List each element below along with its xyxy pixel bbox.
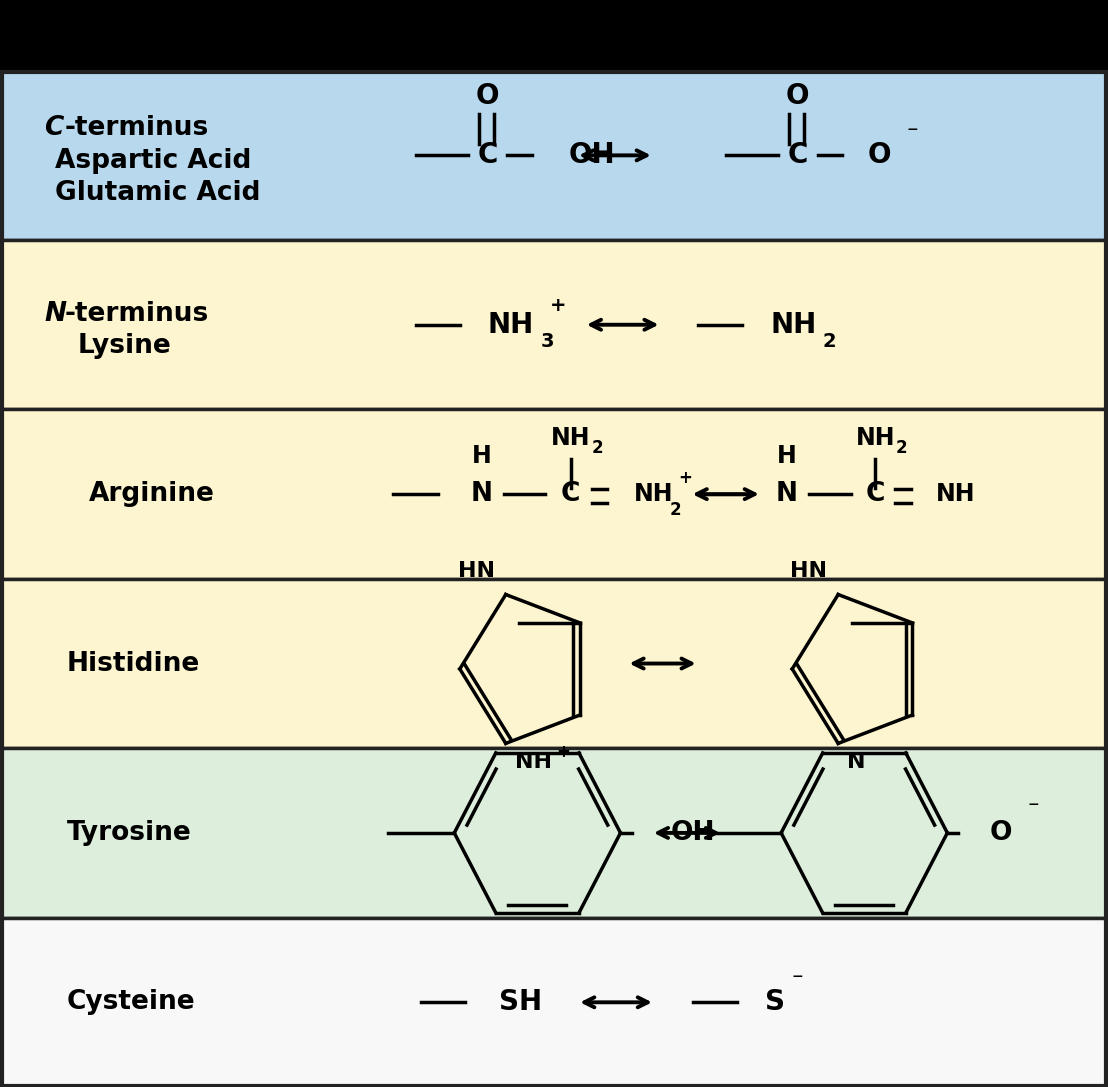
Text: Lysine: Lysine bbox=[78, 334, 172, 360]
Text: C: C bbox=[865, 482, 885, 508]
Text: NH: NH bbox=[936, 483, 976, 507]
Text: +: + bbox=[550, 296, 566, 314]
Text: Tyrosine: Tyrosine bbox=[66, 820, 192, 846]
Text: NH: NH bbox=[634, 483, 674, 507]
Text: HN: HN bbox=[790, 562, 827, 582]
Text: Histidine: Histidine bbox=[66, 650, 199, 676]
Bar bbox=[0, 240, 1108, 410]
Text: HN: HN bbox=[458, 562, 494, 582]
Text: OH: OH bbox=[568, 141, 615, 170]
Text: H: H bbox=[777, 445, 797, 468]
Text: 2: 2 bbox=[592, 439, 603, 458]
Text: ⁻: ⁻ bbox=[791, 971, 803, 990]
Bar bbox=[0, 0, 1108, 71]
Text: C: C bbox=[478, 141, 497, 170]
Text: O: O bbox=[475, 82, 500, 110]
Text: Arginine: Arginine bbox=[89, 482, 215, 508]
Text: Cysteine: Cysteine bbox=[66, 989, 195, 1015]
Text: SH: SH bbox=[499, 988, 542, 1016]
Bar bbox=[0, 579, 1108, 748]
Text: O: O bbox=[989, 820, 1012, 846]
Text: Aspartic Acid: Aspartic Acid bbox=[55, 148, 252, 174]
Bar bbox=[0, 410, 1108, 579]
Text: C: C bbox=[561, 482, 581, 508]
Text: NH: NH bbox=[855, 426, 895, 450]
Text: C: C bbox=[788, 141, 808, 170]
Text: 2: 2 bbox=[896, 439, 907, 458]
Text: NH: NH bbox=[551, 426, 591, 450]
Text: ⁻: ⁻ bbox=[1027, 799, 1039, 819]
Text: Glutamic Acid: Glutamic Acid bbox=[55, 180, 260, 207]
Text: NH: NH bbox=[514, 752, 552, 772]
Text: +: + bbox=[556, 744, 571, 761]
Text: NH: NH bbox=[770, 311, 817, 339]
Text: 2: 2 bbox=[669, 501, 680, 520]
Text: -terminus: -terminus bbox=[64, 115, 208, 141]
Text: N: N bbox=[776, 482, 798, 508]
Text: +: + bbox=[678, 468, 692, 487]
Text: 3: 3 bbox=[541, 332, 554, 350]
Text: 2: 2 bbox=[822, 332, 835, 350]
Text: -terminus: -terminus bbox=[64, 301, 208, 327]
Text: H: H bbox=[472, 445, 492, 468]
Text: N: N bbox=[44, 301, 66, 327]
Text: O: O bbox=[786, 82, 810, 110]
Bar bbox=[0, 917, 1108, 1087]
Bar bbox=[0, 748, 1108, 917]
Text: NH: NH bbox=[488, 311, 534, 339]
Text: N: N bbox=[847, 752, 865, 772]
Text: N: N bbox=[471, 482, 493, 508]
Text: ⁻: ⁻ bbox=[906, 124, 919, 143]
Text: S: S bbox=[765, 988, 784, 1016]
Text: O: O bbox=[868, 141, 891, 170]
Bar bbox=[0, 71, 1108, 240]
Text: OH: OH bbox=[670, 820, 715, 846]
Text: C: C bbox=[44, 115, 63, 141]
